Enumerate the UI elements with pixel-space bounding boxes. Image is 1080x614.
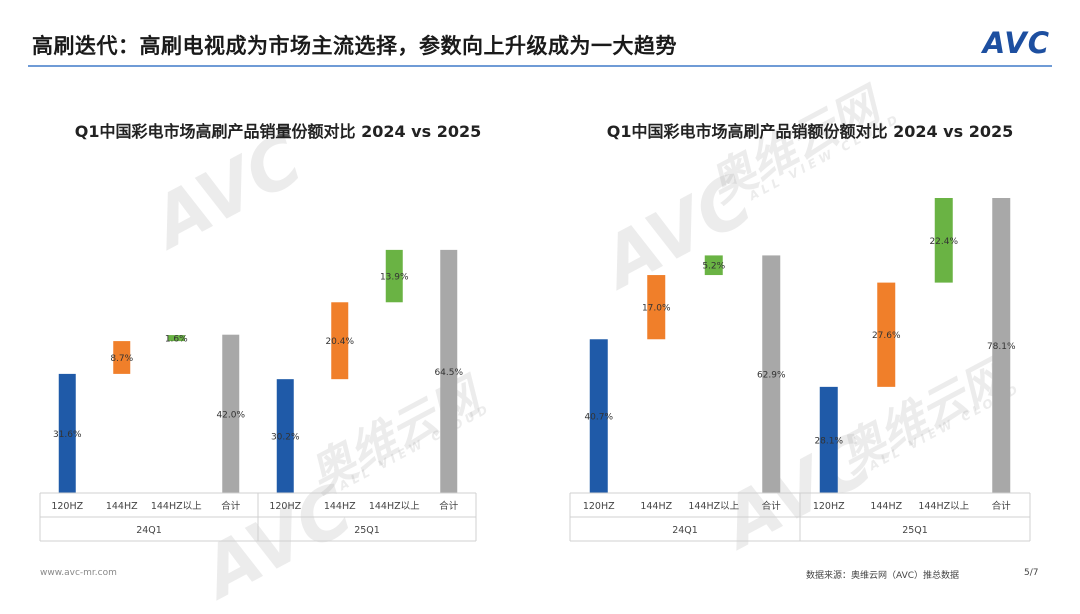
x-tick-label: 120HZ (813, 501, 845, 512)
x-tick-label: 144HZ (870, 501, 902, 512)
group-label: 25Q1 (902, 525, 928, 536)
x-tick-label: 120HZ (583, 501, 615, 512)
data-label-24Q1-144HZ: 8.7% (110, 354, 133, 364)
x-tick-label: 144HZ (640, 501, 672, 512)
bar-25Q1-120HZ (819, 386, 838, 493)
data-label-24Q1-120HZ: 31.6% (53, 430, 82, 440)
bar-25Q1-合计 (992, 198, 1011, 493)
bar-24Q1-合计 (762, 255, 781, 493)
x-tick-label: 合计 (992, 500, 1012, 512)
data-label-25Q1-144HZ: 27.6% (872, 331, 901, 341)
header: 高刷迭代：高刷电视成为市场主流选择，参数向上升级成为一大趋势 AVC (0, 0, 1080, 67)
bar-24Q1-120HZ (58, 373, 76, 493)
data-label-24Q1-144HZ以上: 5.2% (702, 262, 725, 272)
chart-title: Q1中国彩电市场高刷产品销量份额对比 2024 vs 2025 (74, 122, 482, 141)
bar-25Q1-144HZ以上 (385, 249, 403, 303)
bar-24Q1-合计 (222, 334, 240, 493)
chart-volume-share: Q1中国彩电市场高刷产品销量份额对比 2024 vs 2025 31.6% 8.7… (28, 110, 528, 550)
bar-24Q1-144HZ (647, 275, 666, 340)
x-tick-label: 144HZ (106, 501, 138, 512)
data-label-24Q1-合计: 42.0% (216, 410, 245, 420)
data-label-24Q1-144HZ: 17.0% (642, 304, 671, 314)
data-label-25Q1-120HZ: 28.1% (814, 436, 843, 446)
x-tick-label: 144HZ (324, 501, 356, 512)
bar-24Q1-144HZ以上 (167, 335, 185, 342)
footer-website: www.avc-mr.com (40, 568, 117, 578)
chart-svg: 40.7% 17.0% 5.2% 62.9% 28.1% 27.6% 22.4% 78.1% 1… (569, 198, 1031, 542)
x-tick-label: 120HZ (51, 501, 83, 512)
bar-25Q1-144HZ (331, 302, 349, 380)
chart-svg: 31.6% 8.7% 1.6% 42.0% 30.2% 20.4% 13.9% 64.5% 12… (39, 249, 477, 542)
x-tick-label: 120HZ (269, 501, 301, 512)
footer-page-number: 5/7 (1024, 568, 1039, 578)
footer-source: 数据来源：奥维云网（AVC）推总数据 (806, 571, 960, 581)
data-label-25Q1-合计: 64.5% (434, 368, 463, 378)
x-tick-label: 144HZ以上 (918, 501, 969, 512)
x-tick-label: 合计 (221, 500, 241, 512)
x-tick-label: 合计 (762, 500, 782, 512)
x-tick-label: 144HZ以上 (369, 501, 420, 512)
data-label-25Q1-144HZ以上: 22.4% (929, 237, 958, 247)
x-tick-label: 合计 (439, 500, 459, 512)
header-divider (28, 65, 1052, 67)
group-label: 24Q1 (136, 525, 162, 536)
bar-24Q1-144HZ以上 (704, 255, 723, 276)
bar-24Q1-120HZ (589, 339, 608, 493)
avc-logo: AVC (983, 26, 1050, 60)
data-label-24Q1-合计: 62.9% (757, 371, 786, 381)
data-label-24Q1-120HZ: 40.7% (584, 413, 613, 423)
x-tick-label: 144HZ以上 (151, 501, 202, 512)
logo-text: AVC (982, 26, 1050, 60)
x-tick-label: 144HZ以上 (688, 501, 739, 512)
chart-value-share: Q1中国彩电市场高刷产品销额份额对比 2024 vs 2025 40.7% 17.… (560, 110, 1060, 550)
group-label: 24Q1 (672, 525, 698, 536)
data-label-24Q1-144HZ以上: 1.6% (165, 335, 188, 345)
bar-24Q1-144HZ (113, 341, 131, 374)
data-label-25Q1-144HZ: 20.4% (325, 337, 354, 347)
data-label-25Q1-合计: 78.1% (987, 342, 1016, 352)
data-label-25Q1-144HZ以上: 13.9% (380, 273, 409, 283)
bar-25Q1-144HZ (877, 282, 896, 387)
bar-25Q1-144HZ以上 (934, 198, 953, 283)
group-label: 25Q1 (354, 525, 380, 536)
chart-title: Q1中国彩电市场高刷产品销额份额对比 2024 vs 2025 (606, 122, 1014, 141)
bar-25Q1-120HZ (276, 379, 294, 493)
page-title: 高刷迭代：高刷电视成为市场主流选择，参数向上升级成为一大趋势 (32, 34, 677, 58)
bar-25Q1-合计 (440, 249, 458, 493)
data-label-25Q1-120HZ: 30.2% (271, 433, 300, 443)
